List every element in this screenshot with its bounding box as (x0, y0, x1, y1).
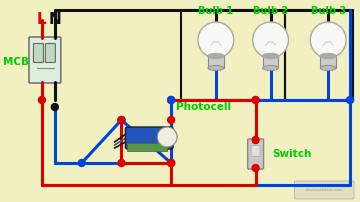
FancyBboxPatch shape (208, 56, 224, 68)
Circle shape (168, 97, 175, 103)
Text: N: N (49, 12, 61, 27)
FancyBboxPatch shape (33, 43, 44, 62)
FancyBboxPatch shape (262, 56, 279, 68)
Circle shape (168, 160, 175, 166)
Circle shape (78, 160, 85, 166)
Circle shape (168, 160, 175, 166)
Circle shape (157, 127, 177, 147)
FancyBboxPatch shape (248, 139, 264, 169)
Text: electricalclass.com: electricalclass.com (305, 188, 344, 192)
Text: MCB: MCB (3, 57, 29, 67)
Circle shape (168, 117, 175, 123)
Text: Bulb 1: Bulb 1 (198, 6, 233, 16)
Circle shape (252, 137, 259, 143)
FancyBboxPatch shape (127, 143, 167, 151)
Circle shape (252, 97, 259, 103)
Circle shape (347, 97, 354, 103)
FancyBboxPatch shape (251, 145, 260, 157)
Ellipse shape (320, 54, 336, 59)
Circle shape (118, 160, 125, 166)
Text: L: L (37, 12, 47, 27)
Circle shape (310, 22, 346, 58)
Circle shape (118, 117, 125, 123)
Circle shape (252, 164, 259, 171)
Circle shape (168, 97, 175, 103)
FancyBboxPatch shape (29, 37, 61, 83)
Text: Bulb 3: Bulb 3 (311, 6, 346, 16)
FancyBboxPatch shape (125, 127, 173, 149)
Circle shape (118, 117, 125, 123)
Ellipse shape (208, 65, 224, 70)
Circle shape (39, 97, 45, 103)
Ellipse shape (320, 65, 336, 70)
Ellipse shape (262, 54, 279, 59)
Circle shape (51, 103, 58, 110)
FancyBboxPatch shape (294, 181, 354, 199)
Text: Bulb 2: Bulb 2 (253, 6, 288, 16)
Text: Switch: Switch (273, 149, 312, 159)
Ellipse shape (262, 65, 279, 70)
Circle shape (198, 22, 234, 58)
Text: Photocell: Photocell (176, 102, 231, 112)
Ellipse shape (208, 54, 224, 59)
Circle shape (253, 22, 288, 58)
FancyBboxPatch shape (320, 56, 336, 68)
FancyBboxPatch shape (45, 43, 55, 62)
